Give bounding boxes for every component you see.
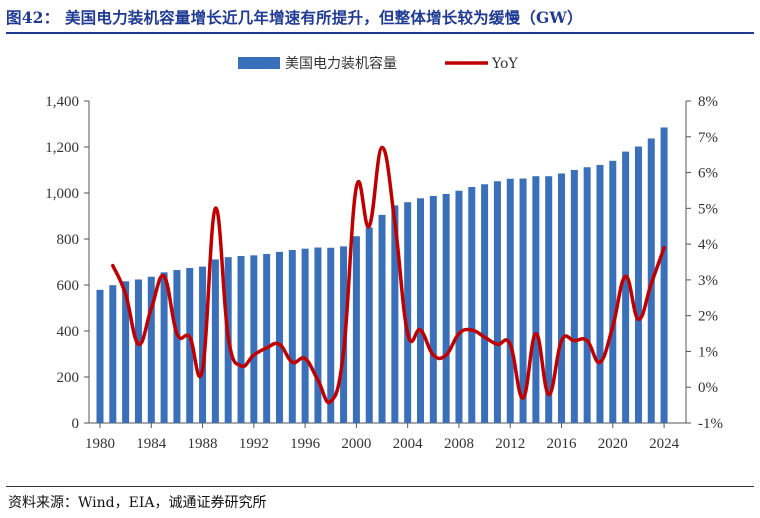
yoy-line bbox=[111, 145, 666, 405]
yoy-line-series bbox=[111, 145, 666, 405]
capacity-bar bbox=[134, 279, 142, 423]
capacity-bar bbox=[519, 178, 527, 423]
capacity-bar bbox=[481, 184, 489, 423]
capacity-bar bbox=[109, 285, 117, 423]
capacity-bar bbox=[160, 272, 168, 423]
capacity-bar bbox=[468, 187, 476, 423]
right-tick-label: 8% bbox=[698, 94, 718, 110]
capacity-bar bbox=[250, 255, 258, 423]
title-divider bbox=[6, 32, 754, 34]
right-tick-label: 4% bbox=[698, 237, 718, 253]
capacity-bar bbox=[506, 178, 514, 423]
capacity-bar bbox=[660, 127, 668, 423]
capacity-bar bbox=[391, 205, 399, 423]
capacity-bar bbox=[147, 276, 155, 423]
right-tick-label: 2% bbox=[698, 309, 718, 325]
capacity-bar bbox=[558, 173, 566, 423]
capacity-bar bbox=[173, 270, 181, 423]
capacity-bar bbox=[288, 250, 296, 423]
right-tick-label: -1% bbox=[698, 416, 723, 432]
right-tick-label: 5% bbox=[698, 201, 718, 217]
legend-line-label: YoY bbox=[491, 56, 518, 72]
x-tick-label: 2004 bbox=[393, 436, 424, 452]
left-tick-label: 1,400 bbox=[45, 94, 79, 110]
capacity-bar bbox=[275, 251, 283, 423]
x-tick-label: 2024 bbox=[649, 436, 680, 452]
right-tick-label: 7% bbox=[698, 130, 718, 146]
x-tick-label: 1984 bbox=[136, 436, 167, 452]
left-tick-label: 400 bbox=[57, 324, 80, 340]
left-tick-label: 800 bbox=[57, 232, 80, 248]
right-tick-label: 1% bbox=[698, 344, 718, 360]
capacity-bar bbox=[532, 176, 540, 423]
capacity-bar bbox=[186, 267, 194, 423]
right-tick-label: 3% bbox=[698, 273, 718, 289]
capacity-bar bbox=[455, 190, 463, 423]
capacity-bar bbox=[96, 289, 104, 423]
chart-title: 图42： 美国电力装机容量增长近几年增速有所提升，但整体增长较为缓慢（GW） bbox=[6, 8, 583, 27]
capacity-bar bbox=[609, 160, 617, 424]
capacity-bar bbox=[417, 198, 424, 423]
x-tick-label: 1980 bbox=[85, 436, 115, 452]
left-tick-label: 1,000 bbox=[45, 186, 79, 202]
x-tick-label: 1992 bbox=[239, 436, 269, 452]
x-tick-label: 1988 bbox=[188, 436, 218, 452]
right-tick-label: 6% bbox=[698, 166, 718, 182]
capacity-bar bbox=[570, 170, 578, 423]
capacity-bar bbox=[622, 151, 630, 423]
source-note: 资料来源：Wind，EIA，诚通证券研究所 bbox=[8, 495, 267, 511]
capacity-bar bbox=[429, 195, 437, 423]
capacity-bar bbox=[352, 236, 360, 423]
right-tick-label: 0% bbox=[698, 380, 718, 396]
legend-bar-swatch bbox=[238, 57, 280, 69]
x-tick-label: 2020 bbox=[598, 436, 628, 452]
capacity-bar bbox=[596, 164, 604, 423]
x-tick-label: 2016 bbox=[547, 436, 578, 452]
left-tick-label: 1,200 bbox=[45, 140, 79, 156]
capacity-bar bbox=[327, 247, 335, 423]
x-tick-label: 2012 bbox=[495, 436, 525, 452]
capacity-bar bbox=[404, 202, 412, 423]
legend-bar-label: 美国电力装机容量 bbox=[285, 55, 397, 72]
capacity-bar bbox=[211, 259, 219, 423]
x-tick-label: 1996 bbox=[290, 436, 321, 452]
left-tick-label: 200 bbox=[57, 370, 80, 386]
capacity-bar bbox=[378, 214, 386, 423]
footer-divider bbox=[6, 486, 754, 487]
capacity-bar bbox=[263, 253, 271, 423]
capacity-bar bbox=[493, 181, 501, 423]
capacity-bar bbox=[634, 146, 642, 424]
x-tick-label: 2008 bbox=[444, 436, 474, 452]
capacity-bar bbox=[301, 248, 309, 423]
bar-series bbox=[96, 127, 668, 424]
left-tick-label: 0 bbox=[72, 416, 80, 432]
capacity-bar bbox=[365, 227, 373, 423]
capacity-bar bbox=[583, 167, 591, 423]
capacity-bar bbox=[237, 256, 245, 423]
capacity-bar bbox=[442, 193, 450, 423]
capacity-bar bbox=[122, 281, 130, 423]
legend: 美国电力装机容量 YoY bbox=[238, 55, 518, 72]
capacity-bar bbox=[199, 266, 207, 423]
x-tick-label: 2000 bbox=[341, 436, 371, 452]
capacity-bar bbox=[314, 247, 322, 423]
capacity-bar bbox=[545, 176, 553, 423]
left-tick-label: 600 bbox=[57, 278, 80, 294]
